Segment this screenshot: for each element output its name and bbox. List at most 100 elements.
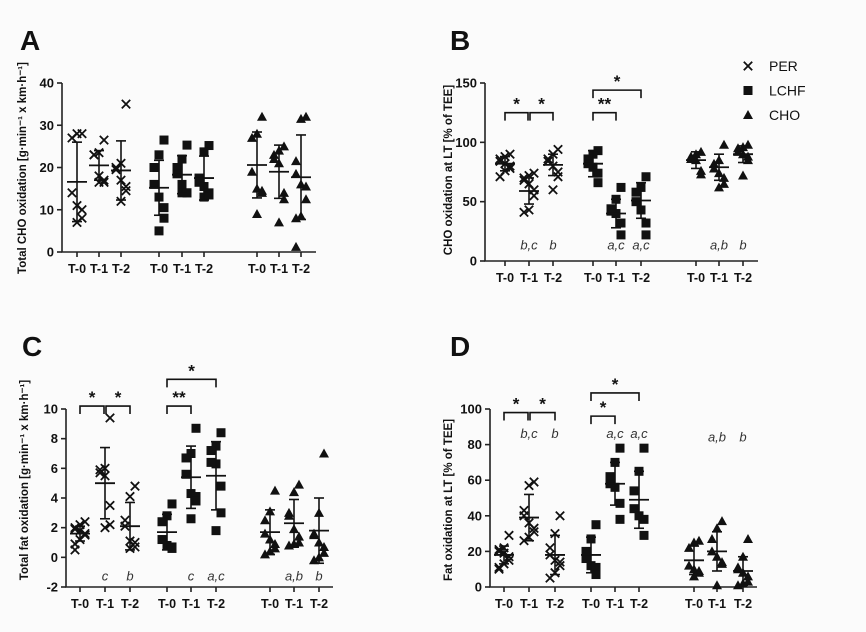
legend-label: CHO — [769, 107, 800, 123]
data-point-cho — [257, 111, 267, 121]
significance-star: * — [513, 395, 520, 414]
data-point-cho — [270, 543, 280, 553]
y-tick-label: 150 — [455, 76, 477, 91]
panel-letter: A — [20, 25, 40, 56]
y-tick-label: 40 — [468, 508, 482, 523]
y-tick-label: 8 — [51, 431, 58, 446]
panel-d: D Fat oxidation at LT [% of TEE] 0 20 40 60 80… — [443, 331, 757, 611]
data-point-lchf — [167, 543, 177, 553]
data-point-lchf — [629, 504, 639, 514]
significance-bracket — [503, 411, 529, 421]
legend-marker-cho — [743, 110, 753, 119]
data-point-per — [80, 516, 90, 527]
x-tick-label: T-0 — [584, 271, 602, 285]
y-tick-label: 10 — [40, 202, 54, 217]
x-tick-label: T-1 — [173, 262, 191, 276]
x-tick-label: T-0 — [496, 271, 514, 285]
data-point-per — [89, 149, 99, 160]
x-tick-label: T-0 — [248, 262, 266, 276]
significance-star: * — [614, 72, 621, 91]
data-point-lchf — [159, 203, 169, 213]
data-point-lchf — [216, 428, 226, 438]
data-point-per — [529, 190, 539, 201]
data-point-per — [494, 564, 504, 575]
data-point-per — [555, 557, 565, 567]
data-point-cho — [291, 156, 301, 166]
significance-bracket — [529, 111, 554, 121]
data-point-per — [543, 154, 553, 164]
data-point-lchf — [591, 562, 601, 572]
y-tick-label: 100 — [460, 402, 482, 417]
y-tick-label: 100 — [455, 135, 477, 150]
x-tick-label: T-1 — [606, 597, 624, 611]
x-tick-label: T-2 — [544, 271, 562, 285]
data-point-lchf — [615, 443, 625, 453]
legend-label: PER — [769, 58, 798, 74]
data-point-lchf — [583, 154, 593, 164]
data-point-lchf — [641, 218, 651, 228]
data-point-per — [100, 522, 110, 533]
data-point-lchf — [216, 508, 226, 518]
significance-letter: a,b — [710, 238, 728, 253]
data-point-per — [524, 480, 534, 491]
data-point-lchf — [631, 187, 641, 197]
data-point-cho — [294, 531, 304, 541]
panel-letter: B — [450, 25, 470, 56]
x-tick-label: T-0 — [68, 262, 86, 276]
x-tick-label: T-0 — [495, 597, 513, 611]
data-point-lchf — [159, 135, 169, 145]
data-point-lchf — [616, 218, 626, 228]
x-tick-label: T-1 — [182, 597, 200, 611]
data-point-cho — [309, 530, 319, 540]
data-point-lchf — [181, 453, 191, 463]
y-tick-label: 0 — [475, 580, 482, 595]
data-point-cho — [689, 571, 699, 581]
y-tick-label: 30 — [40, 118, 54, 133]
data-point-cho — [247, 132, 257, 142]
x-tick-label: T-0 — [150, 262, 168, 276]
significance-letter: b — [126, 569, 133, 584]
x-tick-label: T-2 — [632, 271, 650, 285]
data-point-lchf — [191, 423, 201, 433]
data-point-cho — [279, 187, 289, 197]
data-point-cho — [294, 479, 304, 489]
significance-star: * — [89, 388, 96, 407]
data-point-lchf — [641, 230, 651, 240]
data-point-lchf — [199, 147, 209, 157]
legend-marker-per — [743, 61, 753, 71]
data-point-lchf — [641, 172, 651, 182]
x-tick-label: T-1 — [285, 597, 303, 611]
data-point-per — [495, 171, 505, 182]
significance-letter: c — [188, 569, 195, 584]
y-tick-label: 20 — [468, 544, 482, 559]
data-point-per — [121, 99, 131, 109]
y-tick-label: 80 — [468, 437, 482, 452]
data-point-lchf — [206, 446, 216, 456]
significance-bracket — [590, 392, 640, 401]
data-point-lchf — [191, 496, 201, 506]
data-point-lchf — [629, 486, 639, 496]
y-tick-label: 20 — [40, 160, 54, 175]
significance-star: ** — [598, 95, 612, 114]
panel-c: C Total fat oxidation [g·min⁻¹ x km·h⁻¹] -… — [19, 331, 333, 611]
data-point-cho — [707, 533, 717, 543]
data-point-lchf — [204, 190, 214, 200]
data-point-per — [121, 185, 131, 196]
data-point-lchf — [204, 141, 214, 151]
data-point-lchf — [593, 168, 603, 178]
data-point-cho — [291, 241, 301, 251]
y-tick-label: 10 — [44, 402, 58, 417]
data-point-lchf — [149, 179, 159, 189]
x-tick-label: T-1 — [520, 597, 538, 611]
data-point-lchf — [605, 472, 615, 482]
data-point-lchf — [639, 530, 649, 540]
data-point-per — [77, 204, 87, 215]
data-point-per — [130, 481, 140, 491]
data-point-per — [67, 188, 77, 198]
data-point-per — [72, 217, 82, 228]
significance-star: ** — [172, 388, 186, 407]
data-point-cho — [247, 166, 257, 176]
significance-letter: b — [739, 429, 746, 444]
significance-letter: b — [315, 569, 322, 584]
x-tick-label: T-2 — [310, 597, 328, 611]
